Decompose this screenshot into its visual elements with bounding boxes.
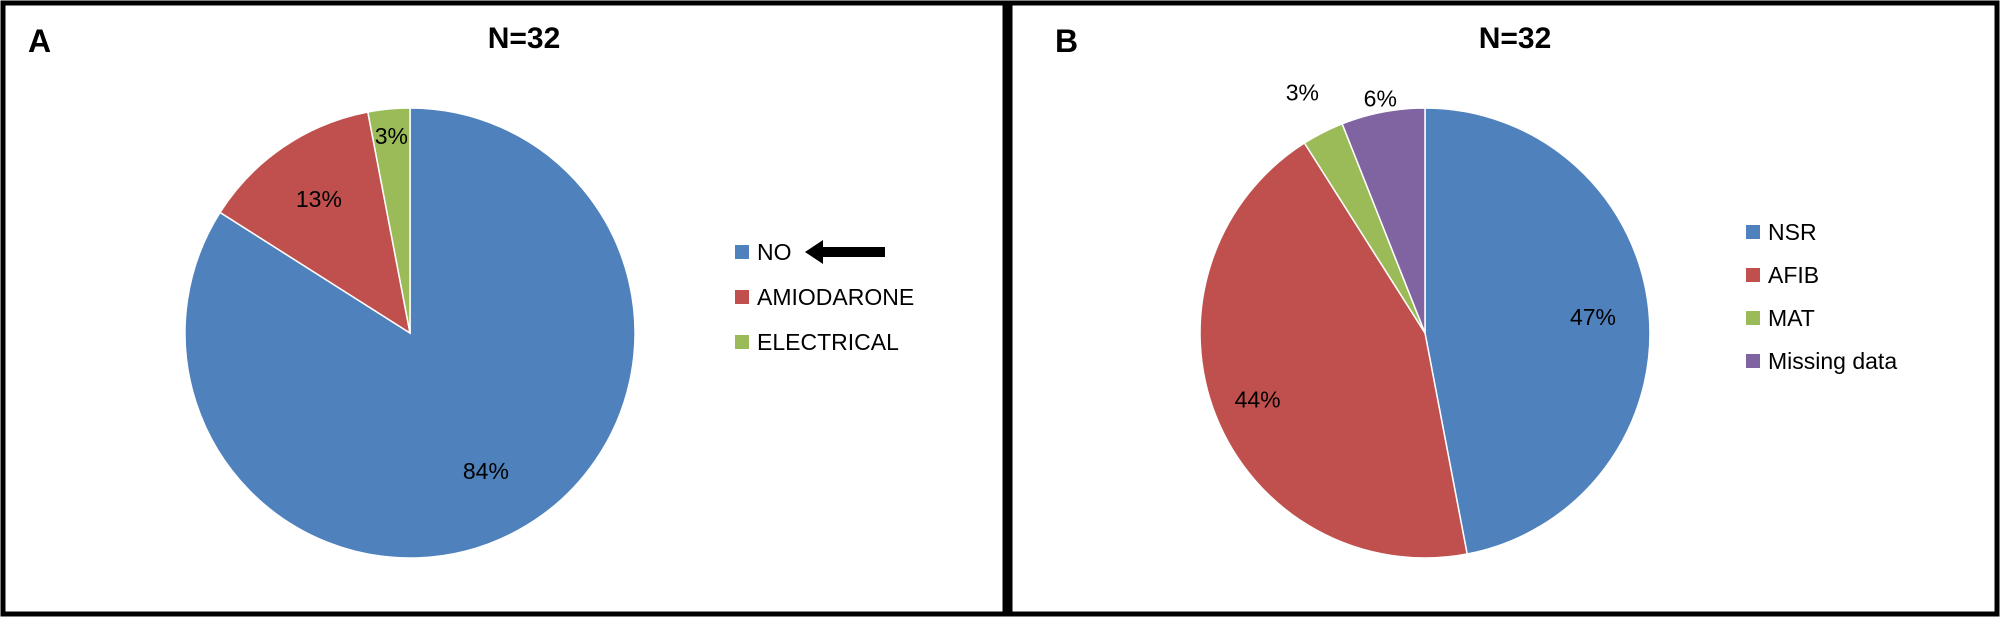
panel-b-label-mat: 3% bbox=[1286, 79, 1319, 105]
panel-b-legend-entry-mat: MAT bbox=[1768, 305, 1815, 331]
panel-b: B N=32 47% 44% 3% 6% NSR AFIB MAT Missing data bbox=[1007, 0, 2000, 617]
panel-a-legend-swatch-no bbox=[735, 245, 749, 259]
panel-a-legend-swatch-electrical bbox=[735, 335, 749, 349]
panel-b-title: N=32 bbox=[1479, 22, 1552, 55]
panel-b-legend-swatch-nsr bbox=[1746, 225, 1760, 239]
panel-b-legend: NSR AFIB MAT Missing data bbox=[1746, 219, 1897, 374]
panel-b-label-nsr: 47% bbox=[1570, 304, 1616, 330]
panel-a-label-no: 84% bbox=[463, 458, 509, 484]
left-arrow-icon bbox=[805, 240, 885, 264]
panel-a-title: N=32 bbox=[488, 22, 561, 55]
panel-b-legend-entry-afib: AFIB bbox=[1768, 262, 1819, 288]
panel-b-slice-afib bbox=[1199, 141, 1469, 559]
panel-b-legend-swatch-mat bbox=[1746, 311, 1760, 325]
panel-a-legend-swatch-amiodarone bbox=[735, 290, 749, 304]
panel-a-slice-electrical bbox=[366, 107, 411, 334]
panel-a-legend-entry-amiodarone: AMIODARONE bbox=[757, 284, 914, 310]
panel-b-legend-swatch-afib bbox=[1746, 268, 1760, 282]
panel-b-legend-swatch-missing-data bbox=[1746, 354, 1760, 368]
panel-a: A N=32 84% 13% 3% NO AMIODARONE ELECTRICAL bbox=[0, 0, 1008, 617]
panel-b-legend-entry-missing-data: Missing data bbox=[1768, 348, 1897, 374]
panel-a-legend-entry-no: NO bbox=[757, 239, 792, 265]
panel-a-label-electrical: 3% bbox=[375, 123, 408, 149]
panel-b-legend-entry-nsr: NSR bbox=[1768, 219, 1817, 245]
panel-b-letter: B bbox=[1055, 23, 1078, 59]
panel-b-slice-nsr bbox=[1424, 107, 1651, 555]
panel-a-legend: NO AMIODARONE ELECTRICAL bbox=[735, 239, 914, 355]
panel-b-pie: 47% 44% 3% 6% bbox=[1199, 79, 1651, 559]
panel-a-slice-amiodarone bbox=[218, 111, 412, 335]
panel-a-pie: 84% 13% 3% bbox=[184, 107, 636, 559]
panel-a-letter: A bbox=[28, 23, 51, 59]
panel-b-label-afib: 44% bbox=[1235, 386, 1281, 412]
panel-a-label-amiodarone: 13% bbox=[296, 186, 342, 212]
panel-b-label-missing-data: 6% bbox=[1364, 86, 1397, 112]
panel-b-slice-missing-data bbox=[1341, 107, 1426, 334]
panel-a-legend-entry-electrical: ELECTRICAL bbox=[757, 329, 899, 355]
